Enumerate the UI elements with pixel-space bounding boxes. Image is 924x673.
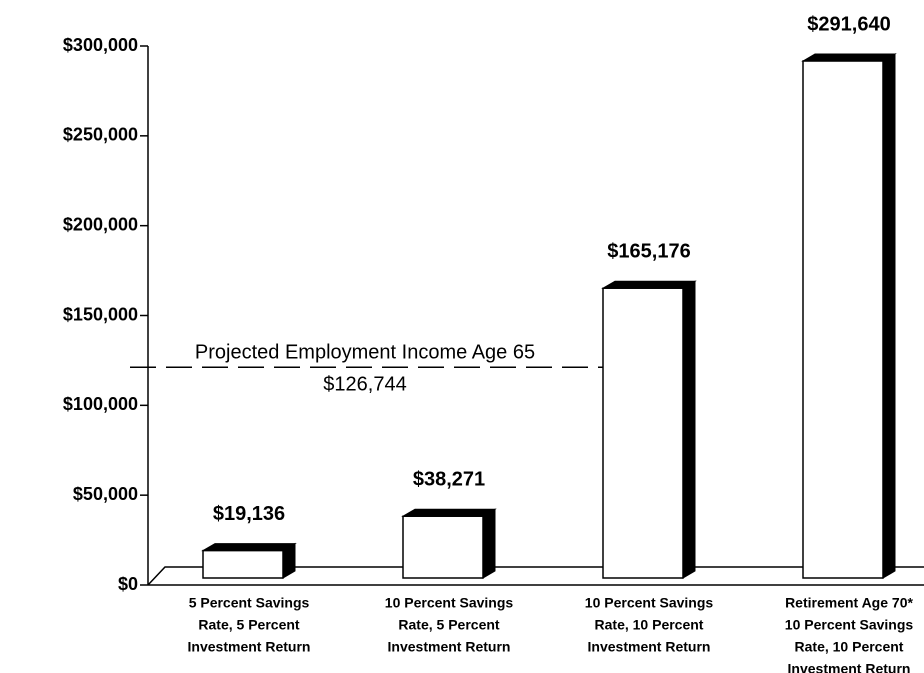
bar [202, 549, 284, 579]
y-tick-label: $300,000 [63, 35, 138, 55]
x-tick-label: 10 Percent Savings [585, 595, 714, 611]
y-tick-label: $250,000 [63, 125, 138, 145]
bar-side [682, 280, 696, 579]
bar [402, 515, 484, 579]
y-tick-label: $50,000 [73, 484, 138, 504]
y-tick-label: $200,000 [63, 214, 138, 234]
reference-label: Projected Employment Income Age 65 [195, 342, 535, 364]
y-tick-label: $150,000 [63, 304, 138, 324]
x-tick-label: Rate, 10 Percent [795, 639, 904, 655]
x-tick-label: Rate, 5 Percent [198, 617, 299, 633]
x-tick-label: 10 Percent Savings [385, 595, 514, 611]
bar-top [601, 280, 697, 289]
y-tick-label: $100,000 [63, 394, 138, 414]
bar [602, 287, 684, 579]
bar-side [482, 508, 496, 579]
value-label: $291,640 [807, 13, 890, 35]
x-tick-label: 10 Percent Savings [785, 617, 914, 633]
y-tick-label: $0 [118, 574, 138, 594]
x-tick-label: Retirement Age 70* [785, 595, 913, 611]
bar-side [882, 53, 896, 579]
x-tick-label: 5 Percent Savings [189, 595, 310, 611]
value-label: $165,176 [607, 241, 690, 263]
x-tick-label: Rate, 5 Percent [398, 617, 499, 633]
x-tick-label: Investment Return [788, 661, 911, 673]
x-tick-label: Investment Return [188, 639, 311, 655]
bar-top [801, 53, 897, 62]
bar-top [201, 543, 297, 552]
value-label: $19,136 [213, 503, 285, 525]
x-tick-label: Investment Return [388, 639, 511, 655]
reference-value: $126,744 [323, 374, 406, 396]
value-label: $38,271 [413, 469, 485, 491]
x-tick-label: Investment Return [588, 639, 711, 655]
bar-top [401, 508, 497, 517]
bar [802, 60, 884, 579]
x-tick-label: Rate, 10 Percent [595, 617, 704, 633]
